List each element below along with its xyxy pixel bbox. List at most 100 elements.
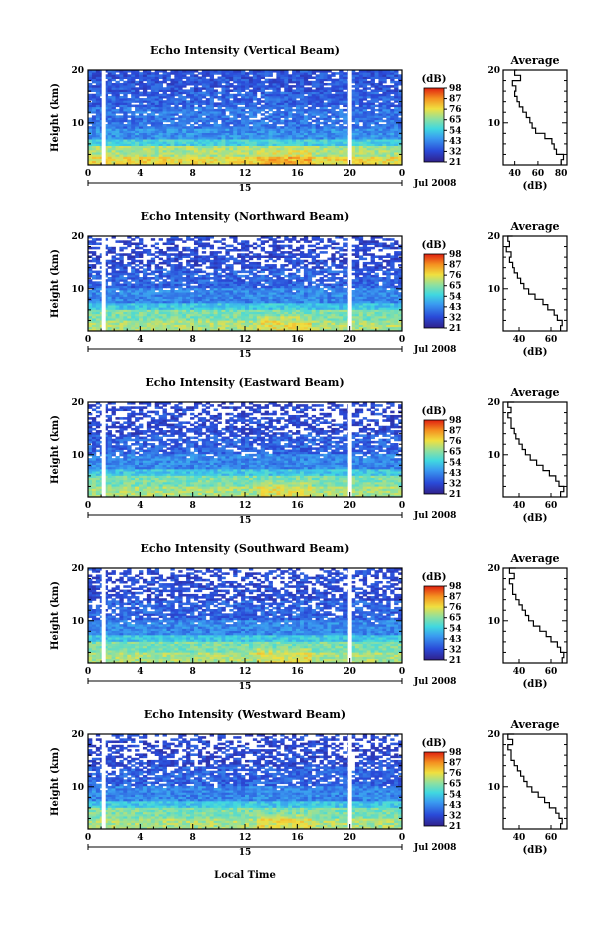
heatmap-cell [292,143,297,146]
heatmap-cell [233,162,238,166]
heatmap-cell [123,132,128,136]
heatmap-cell [158,158,163,162]
heatmap-cell [288,136,293,140]
heatmap-cell [323,115,328,118]
heatmap-cell [323,128,328,131]
heatmap-cell [331,158,336,162]
heatmap-cell [256,139,262,142]
heatmap-cell [256,158,262,162]
heatmap-cell [135,117,140,121]
heatmap-cell [307,136,313,140]
heatmap-cell [292,108,297,112]
heatmap-cell [229,128,234,131]
heatmap-cell [139,152,144,155]
heatmap-cell [103,160,109,164]
heatmap-cell [370,117,375,121]
heatmap-cell [139,72,144,75]
heatmap-cell [95,136,101,140]
heatmap-cell [323,113,328,116]
heatmap-cell [209,147,215,151]
heatmap-cell [245,111,250,114]
heatmap-cell [307,141,313,144]
heatmap-cell [248,162,254,166]
heatmap-cell [390,162,395,166]
heatmap-cell [135,162,140,166]
heatmap-cell [209,152,215,155]
heatmap-cell [327,136,332,140]
heatmap-cell [205,149,211,153]
heatmap-cell [268,136,273,140]
heatmap-cell [343,136,348,140]
heatmap-cell [123,160,128,164]
heatmap-cell [229,160,234,164]
heatmap-cell [299,128,305,131]
heatmap-cell [193,126,199,129]
heatmap-cell [358,128,364,131]
heatmap-cell [245,158,250,162]
heatmap-cell [378,115,383,118]
heatmap-cell [315,121,320,125]
heatmap-cell [343,156,348,159]
heatmap-cell [107,139,112,142]
heatmap-cell [190,123,195,127]
heatmap-cell [378,162,383,166]
heatmap-cell [190,128,195,131]
heatmap-cell [382,139,387,142]
heatmap-cell [264,121,269,125]
heatmap-cell [378,143,383,146]
heatmap-cell [178,143,183,146]
heatmap-cell [276,134,281,138]
heatmap-cell [398,141,403,144]
heatmap-cell [288,149,293,153]
heatmap-cell [331,119,336,123]
heatmap-cell [315,74,320,77]
heatmap-cell [354,162,360,166]
heatmap-cell [131,149,136,153]
heatmap-cell [174,121,179,125]
heatmap-cell [154,136,160,140]
heatmap-cell [245,128,250,131]
heatmap-cell [154,160,160,164]
heatmap-cell [91,115,97,118]
heatmap-cell [174,147,179,151]
heatmap-cell [197,76,203,80]
heatmap-cell [91,93,97,97]
heatmap-cell [233,141,238,144]
heatmap-cell [186,130,191,134]
heatmap-cell [182,121,187,125]
heatmap-cell [135,152,140,155]
heatmap-cell [252,134,258,138]
heatmap-cell [292,136,297,140]
heatmap-cell [394,158,399,162]
heatmap-cell [362,130,368,134]
heatmap-cell [319,152,324,155]
heatmap-cell [158,123,163,127]
heatmap-cell [276,115,281,118]
heatmap-cell [354,115,360,118]
heatmap-cell [343,91,348,95]
heatmap-cell [315,154,320,157]
heatmap-cell [382,158,387,162]
heatmap-cell [284,117,289,121]
heatmap-cell [103,113,109,116]
heatmap-cell [378,128,383,131]
heatmap-cell [127,128,132,131]
heatmap-cell [237,132,242,136]
heatmap-cell [213,154,218,157]
heatmap-cell [190,147,195,151]
heatmap-cell [315,108,320,112]
heatmap-cell [205,115,211,118]
heatmap-cell [111,113,116,116]
heatmap-cell [119,149,124,153]
heatmap-cell [241,149,246,153]
heatmap-cell [327,158,332,162]
heatmap-cell [127,121,132,125]
heatmap-cell [115,80,120,84]
heatmap-cell [398,160,403,164]
heatmap-cell [139,160,144,164]
heatmap-cell [288,113,293,116]
heatmap-cell [248,154,254,157]
heatmap-cell [288,147,293,151]
heatmap-cell [95,147,101,151]
heatmap-cell [252,152,258,155]
